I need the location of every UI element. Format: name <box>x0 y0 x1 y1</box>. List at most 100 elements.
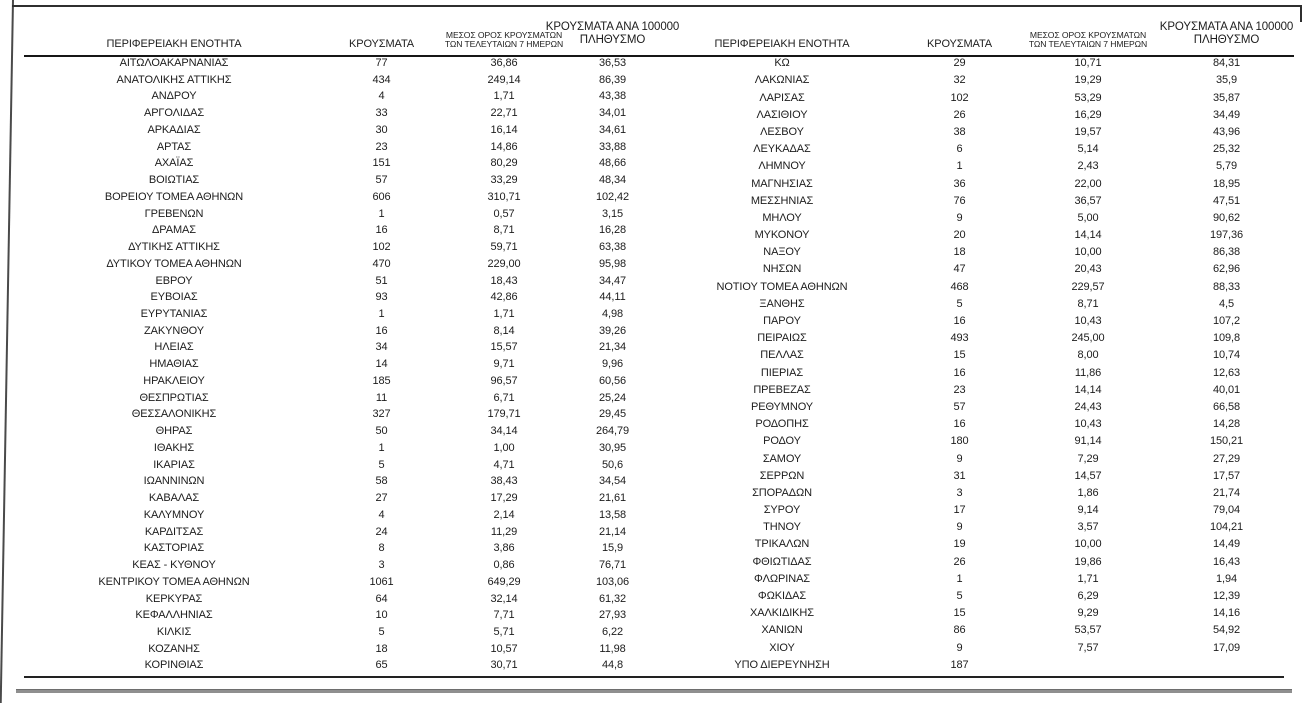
table-row: ΡΟΔΟΠΗΣ 16 10,43 14,28 <box>662 416 1294 433</box>
table-row: ΚΑΣΤΟΡΙΑΣ 8 3,86 15,9 <box>24 540 656 557</box>
region-name: ΘΗΡΑΣ <box>155 425 193 438</box>
per100k-value: 33,88 <box>598 140 627 153</box>
region-name: ΧΑΝΙΩΝ <box>761 624 803 637</box>
avg7-value: 1,86 <box>1077 486 1099 499</box>
per100k-value: 34,54 <box>598 475 627 488</box>
avg7-value: 3,86 <box>493 542 515 555</box>
per100k-value: 14,28 <box>1212 418 1241 431</box>
col-header-per100k: ΚΡΟΥΣΜΑΤΑ ΑΝΑ 100000 ΠΛΗΘΥΣΜΟ <box>1159 20 1294 55</box>
cases-value: 5 <box>956 590 963 603</box>
regional-cases-table-left: ΠΕΡΙΦΕΡΕΙΑΚΗ ΕΝΟΤΗΤΑ ΚΡΟΥΣΜΑΤΑ ΜΕΣΟΣ ΟΡΟ… <box>24 20 679 674</box>
cases-value: 57 <box>953 400 966 413</box>
table-row: ΦΩΚΙΔΑΣ 5 6,29 12,39 <box>662 588 1294 605</box>
regional-cases-table-right: ΠΕΡΙΦΕΡΕΙΑΚΗ ΕΝΟΤΗΤΑ ΚΡΟΥΣΜΑΤΑ ΜΕΣΟΣ ΟΡΟ… <box>662 20 1294 674</box>
region-name: ΤΡΙΚΑΛΩΝ <box>754 538 810 551</box>
region-name: ΣΑΜΟΥ <box>762 452 802 465</box>
cases-value: 18 <box>375 642 388 655</box>
table-row: ΣΠΟΡΑΔΩΝ 3 1,86 21,74 <box>662 485 1294 502</box>
table-row: ΑΝΑΤΟΛΙΚΗΣ ΑΤΤΙΚΗΣ 434 249,14 86,39 <box>24 72 656 89</box>
region-name: ΜΗΛΟΥ <box>762 211 802 224</box>
cases-value: 31 <box>953 469 966 482</box>
avg7-value: 18,43 <box>490 274 518 287</box>
table-bottom-rule <box>24 676 1284 678</box>
region-name: ΝΗΣΩΝ <box>762 263 802 276</box>
cases-value: 468 <box>950 280 969 293</box>
avg7-value: 10,71 <box>1074 57 1102 70</box>
region-name: ΤΗΝΟΥ <box>763 521 801 534</box>
per100k-value: 50,6 <box>601 458 623 471</box>
avg7-value: 19,29 <box>1074 74 1102 87</box>
avg7-value: 1,00 <box>493 441 515 454</box>
table-row: ΙΩΑΝΝΙΝΩΝ 58 38,43 34,54 <box>24 473 656 490</box>
table-row: ΘΕΣΠΡΩΤΙΑΣ 11 6,71 25,24 <box>24 390 656 407</box>
table-row: ΕΒΡΟΥ 51 18,43 34,47 <box>24 273 656 290</box>
col-header-per100k-line2: ΠΛΗΘΥΣΜΟ <box>1193 33 1260 46</box>
avg7-value: 16,29 <box>1074 108 1102 121</box>
region-name: ΙΚΑΡΙΑΣ <box>153 458 195 471</box>
per100k-value: 84,31 <box>1212 57 1241 70</box>
cases-value: 16 <box>375 324 388 337</box>
table-row: ΠΙΕΡΙΑΣ 16 11,86 12,63 <box>662 364 1294 381</box>
avg7-value: 10,00 <box>1074 246 1102 259</box>
cases-value: 1 <box>378 308 385 321</box>
cases-value: 102 <box>372 241 391 254</box>
cases-value: 102 <box>950 91 969 104</box>
per100k-value: 40,01 <box>1212 383 1241 396</box>
region-name: ΚΑΛΥΜΝΟΥ <box>143 508 205 521</box>
region-name: ΣΠΟΡΑΔΩΝ <box>752 486 812 499</box>
col-header-region: ΠΕΡΙΦΕΡΕΙΑΚΗ ΕΝΟΤΗΤΑ <box>714 38 850 50</box>
region-name: ΛΕΣΒΟΥ <box>760 125 804 138</box>
avg7-value: 11,86 <box>1074 366 1102 379</box>
avg7-value: 2,43 <box>1077 160 1099 173</box>
avg7-value: 10,00 <box>1074 538 1102 551</box>
table-row: ΒΟΡΕΙΟΥ ΤΟΜΕΑ ΑΘΗΝΩΝ 606 310,71 102,42 <box>24 189 656 206</box>
avg7-value: 80,29 <box>490 157 518 170</box>
table-row: ΚΑΡΔΙΤΣΑΣ 24 11,29 21,14 <box>24 524 656 541</box>
per100k-value: 35,9 <box>1215 74 1237 87</box>
avg7-value: 249,14 <box>487 73 521 86</box>
cases-value: 6 <box>956 143 963 156</box>
cases-value: 27 <box>375 492 388 505</box>
cases-value: 9 <box>956 521 963 534</box>
avg7-value: 229,00 <box>487 257 521 270</box>
table-row: ΝΟΤΙΟΥ ΤΟΜΕΑ ΑΘΗΝΩΝ 468 229,57 88,33 <box>662 278 1294 295</box>
col-header-avg7-line2: ΤΩΝ ΤΕΛΕΥΤΑΙΩΝ 7 ΗΜΕΡΩΝ <box>444 39 564 50</box>
cases-value: 16 <box>375 224 388 237</box>
per100k-value: 36,53 <box>598 57 627 69</box>
table-row: ΓΡΕΒΕΝΩΝ 1 0,57 3,15 <box>24 206 656 223</box>
cases-value: 493 <box>950 332 969 345</box>
table-row: ΧΑΛΚΙΔΙΚΗΣ 15 9,29 14,16 <box>662 605 1294 622</box>
per100k-value: 61,32 <box>598 592 627 605</box>
avg7-value: 9,71 <box>493 358 515 371</box>
cases-value: 4 <box>378 90 385 103</box>
per100k-value: 5,79 <box>1215 160 1237 173</box>
per100k-value: 39,26 <box>598 324 627 337</box>
avg7-value: 6,29 <box>1077 590 1099 603</box>
cases-value: 1 <box>956 572 963 585</box>
region-name: ΦΩΚΙΔΑΣ <box>757 590 807 603</box>
table-row: ΚΟΖΑΝΗΣ 18 10,57 11,98 <box>24 641 656 658</box>
avg7-value: 11,29 <box>490 525 518 538</box>
avg7-value: 310,71 <box>487 190 521 203</box>
table-row: ΣΑΜΟΥ 9 7,29 27,29 <box>662 450 1294 467</box>
region-name: ΑΙΤΩΛΟΑΚΑΡΝΑΝΙΑΣ <box>119 57 229 69</box>
page-border-top <box>12 5 1302 7</box>
col-header-per100k-line1: ΚΡΟΥΣΜΑΤΑ ΑΝΑ 100000 <box>545 21 680 33</box>
table-row: ΖΑΚΥΝΘΟΥ 16 8,14 39,26 <box>24 323 656 340</box>
per100k-value: 10,74 <box>1212 349 1241 362</box>
cases-value: 16 <box>953 315 966 328</box>
avg7-value: 17,29 <box>490 492 518 505</box>
cases-value: 18 <box>953 246 966 259</box>
region-name: ΔΡΑΜΑΣ <box>152 224 196 237</box>
col-header-per100k-line1: ΚΡΟΥΣΜΑΤΑ ΑΝΑ 100000 <box>1159 21 1294 33</box>
cases-value: 57 <box>375 174 388 187</box>
cases-value: 29 <box>953 57 966 70</box>
page-border-right <box>1300 5 1302 22</box>
region-name: ΚΑΡΔΙΤΣΑΣ <box>144 525 204 538</box>
cases-value: 26 <box>953 555 966 568</box>
cases-value: 4 <box>378 508 385 521</box>
table-row: ΑΡΓΟΛΙΔΑΣ 33 22,71 34,01 <box>24 105 656 122</box>
per100k-value: 102,42 <box>595 190 630 203</box>
table-row: ΚΙΛΚΙΣ 5 5,71 6,22 <box>24 624 656 641</box>
